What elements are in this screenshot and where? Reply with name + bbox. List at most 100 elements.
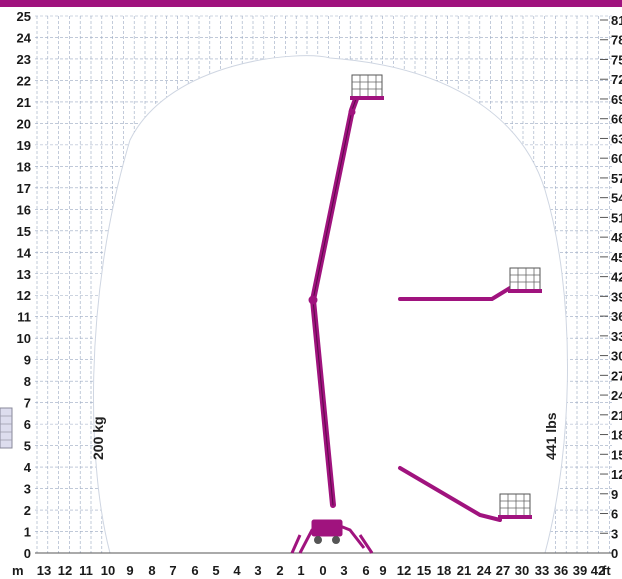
x-feet-tick-label: 42 (591, 563, 605, 578)
y-left-tick-label: 13 (17, 267, 31, 282)
x-meter-tick-label: 0 (319, 563, 326, 578)
y-left-tick-label: 5 (24, 439, 31, 454)
y-left-tick-label: 24 (17, 30, 32, 45)
x-feet-tick-label: 21 (457, 563, 471, 578)
x-feet-tick-label: 18 (437, 563, 451, 578)
load-label-left: 200 kg (90, 416, 106, 460)
y-right-tick-label: 45 (611, 250, 622, 265)
y-left-tick-label: 18 (17, 159, 31, 174)
x-axis-feet-ticks: 12 15 18 21 24 27 30 33 36 39 42 (397, 563, 605, 578)
y-right-tick-label: 78 (611, 33, 622, 48)
x-feet-tick-label: 39 (573, 563, 587, 578)
y-left-tick-label: 16 (17, 202, 31, 217)
y-left-tick-label: 3 (24, 482, 31, 497)
y-right-tick-label: 81 (611, 13, 622, 28)
x-meter-tick-label: 2 (276, 563, 283, 578)
y-right-tick-label: 72 (611, 72, 622, 87)
y-left-tick-label: 15 (17, 224, 31, 239)
x-axis-meter-unit: m (12, 563, 24, 578)
x-meter-tick-label: 10 (101, 563, 115, 578)
y-right-tick-label: 15 (611, 447, 622, 462)
x-meter-tick-label: 6 (191, 563, 198, 578)
y-right-tick-label: 60 (611, 151, 622, 166)
y-right-tick-label: 39 (611, 289, 622, 304)
y-left-tick-label: 6 (24, 417, 31, 432)
y-right-tick-label: 66 (611, 112, 622, 127)
y-right-tick-label: 3 (611, 526, 618, 541)
y-right-tick-label: 30 (611, 349, 622, 364)
x-meter-tick-label: 3 (340, 563, 347, 578)
x-feet-tick-label: 15 (417, 563, 431, 578)
x-axis-feet-unit: ft (602, 563, 611, 578)
boom-horizontal (398, 286, 512, 301)
y-right-tick-label: 63 (611, 131, 622, 146)
y-axis-left-ticks: 0123456789101112131415161718192021222324… (17, 9, 32, 561)
y-right-tick-label: 69 (611, 92, 622, 107)
x-feet-tick-label: 12 (397, 563, 411, 578)
y-right-tick-label: 18 (611, 428, 622, 443)
x-meter-tick-label: 6 (362, 563, 369, 578)
x-feet-tick-label: 33 (535, 563, 549, 578)
y-axis-right-ticks: 8178757269666360575451484542393633302724… (600, 13, 622, 561)
y-left-tick-label: 1 (24, 525, 31, 540)
y-left-tick-label: 0 (24, 546, 31, 561)
y-right-tick-label: 48 (611, 230, 622, 245)
basket-mid (508, 267, 542, 293)
y-left-tick-label: 17 (17, 181, 31, 196)
x-feet-tick-label: 30 (515, 563, 529, 578)
x-meter-tick-label: 1 (297, 563, 304, 578)
basket-low (498, 493, 532, 519)
x-meter-tick-label: 11 (79, 563, 93, 578)
x-meter-tick-label: 9 (379, 563, 386, 578)
y-right-tick-label: 24 (611, 388, 622, 403)
y-right-tick-label: 0 (611, 546, 618, 561)
y-right-tick-label: 75 (611, 52, 622, 67)
y-right-tick-label: 57 (611, 171, 622, 186)
y-left-tick-label: 10 (17, 331, 31, 346)
y-left-tick-label: 8 (24, 374, 31, 389)
y-right-tick-label: 54 (611, 191, 622, 206)
y-left-tick-label: 21 (17, 95, 31, 110)
y-right-tick-label: 27 (611, 368, 622, 383)
y-right-tick-label: 33 (611, 329, 622, 344)
y-left-tick-label: 20 (17, 116, 31, 131)
y-left-tick-label: 12 (17, 288, 31, 303)
load-label-right: 441 lbs (543, 412, 559, 460)
x-feet-tick-label: 27 (496, 563, 510, 578)
y-right-tick-label: 42 (611, 270, 622, 285)
x-meter-tick-label: 13 (37, 563, 51, 578)
x-meter-tick-label: 8 (148, 563, 155, 578)
x-feet-tick-label: 24 (477, 563, 492, 578)
x-meter-tick-label: 4 (233, 563, 241, 578)
boom-low (398, 466, 502, 522)
y-left-tick-label: 11 (17, 310, 31, 325)
x-meter-tick-label: 12 (58, 563, 72, 578)
y-left-tick-label: 4 (24, 460, 32, 475)
x-meter-tick-label: 5 (212, 563, 219, 578)
x-feet-tick-label: 36 (554, 563, 568, 578)
basket-top (350, 74, 384, 100)
y-right-tick-label: 51 (611, 210, 622, 225)
y-left-tick-label: 9 (24, 353, 31, 368)
x-axis-meter-ticks: 13 12 11 10 9 8 7 6 5 4 3 2 1 0 3 6 9 (37, 563, 387, 578)
basket-icon (0, 407, 13, 449)
x-meter-tick-label: 7 (169, 563, 176, 578)
working-envelope (93, 55, 568, 554)
y-left-tick-label: 2 (24, 503, 31, 518)
y-left-tick-label: 19 (17, 138, 31, 153)
y-right-tick-label: 21 (611, 408, 622, 423)
y-right-tick-label: 9 (611, 487, 618, 502)
header-bar (0, 0, 622, 7)
y-left-tick-label: 7 (24, 396, 31, 411)
y-right-tick-label: 12 (611, 467, 622, 482)
x-meter-tick-label: 3 (254, 563, 261, 578)
y-left-tick-label: 23 (17, 52, 31, 67)
x-meter-tick-label: 9 (126, 563, 133, 578)
chassis (290, 519, 374, 554)
y-left-tick-label: 14 (17, 245, 32, 260)
y-left-tick-label: 22 (17, 73, 31, 88)
y-right-tick-label: 6 (611, 507, 618, 522)
y-left-tick-label: 25 (17, 9, 31, 24)
y-right-tick-label: 36 (611, 309, 622, 324)
